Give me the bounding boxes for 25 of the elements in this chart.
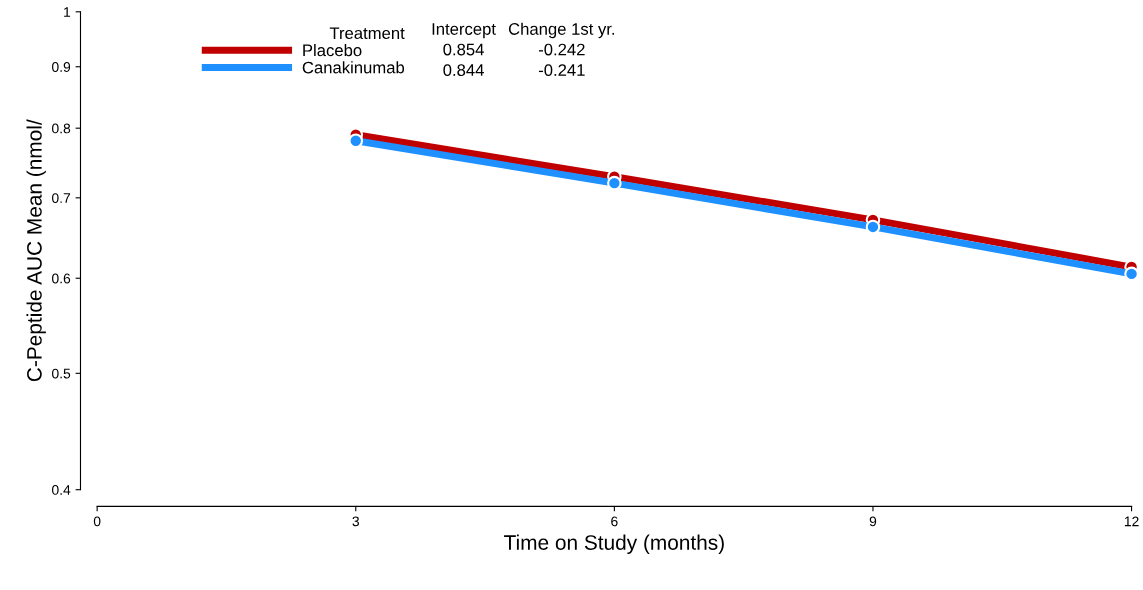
y-tick-label: 0.8 (52, 123, 71, 134)
annotation: -0.242 (538, 43, 585, 56)
annotation: Intercept (432, 23, 496, 39)
annotation: 0.844 (443, 64, 484, 76)
y-tick-label: 0.5 (52, 368, 71, 379)
y-tick-label: 0.7 (52, 193, 71, 203)
annotation: 0.854 (443, 43, 484, 56)
x-tick-label: 6 (611, 516, 618, 527)
annotation: -0.241 (538, 64, 585, 76)
x-tick-label: 0 (93, 516, 101, 527)
legend-title: Treatment (329, 27, 405, 40)
x-tick-label: 3 (352, 516, 360, 527)
legend-label: Canakinumab (302, 61, 405, 74)
point (607, 175, 622, 191)
legend-label: Placebo (303, 44, 362, 57)
x-tick-label: 9 (869, 516, 877, 527)
y-tick-label: 1 (64, 7, 71, 17)
y-tick-label: 0.9 (52, 62, 71, 72)
x-axis-title: Time on Study (months) (504, 534, 724, 555)
x-tick-label: 12 (1124, 516, 1139, 527)
y-tick-label: 0.6 (52, 273, 71, 284)
point (865, 219, 881, 235)
y-axis-title: C-Peptide AUC Mean (nmol/ (26, 119, 46, 382)
y-tick-label: 0.4 (52, 485, 71, 495)
annotation: Change 1st yr. (508, 22, 615, 39)
